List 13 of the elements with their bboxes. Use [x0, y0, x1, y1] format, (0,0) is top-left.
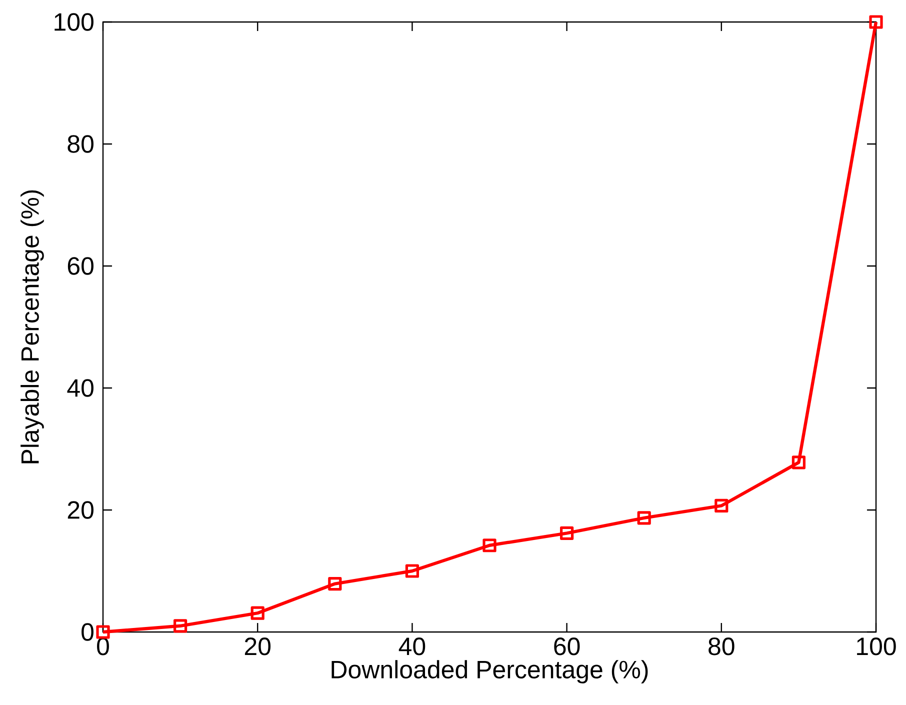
- x-axis-title: Downloaded Percentage (%): [332, 660, 648, 684]
- y-tick-label: 40: [67, 379, 94, 397]
- x-tick-label: 60: [554, 638, 580, 656]
- y-tick-label: 80: [68, 135, 94, 153]
- y-tick-label: 0: [82, 623, 94, 641]
- y-tick-label: 60: [68, 257, 94, 275]
- x-tick-label: 40: [398, 638, 426, 656]
- y-tick-label: 100: [54, 13, 94, 31]
- x-tick-label: 20: [244, 638, 271, 656]
- x-tick-label: 100: [857, 638, 896, 656]
- x-tick-label: 80: [708, 638, 734, 656]
- y-tick-label: 20: [68, 501, 94, 519]
- y-axis-title: Playable Percentage (%): [20, 190, 44, 464]
